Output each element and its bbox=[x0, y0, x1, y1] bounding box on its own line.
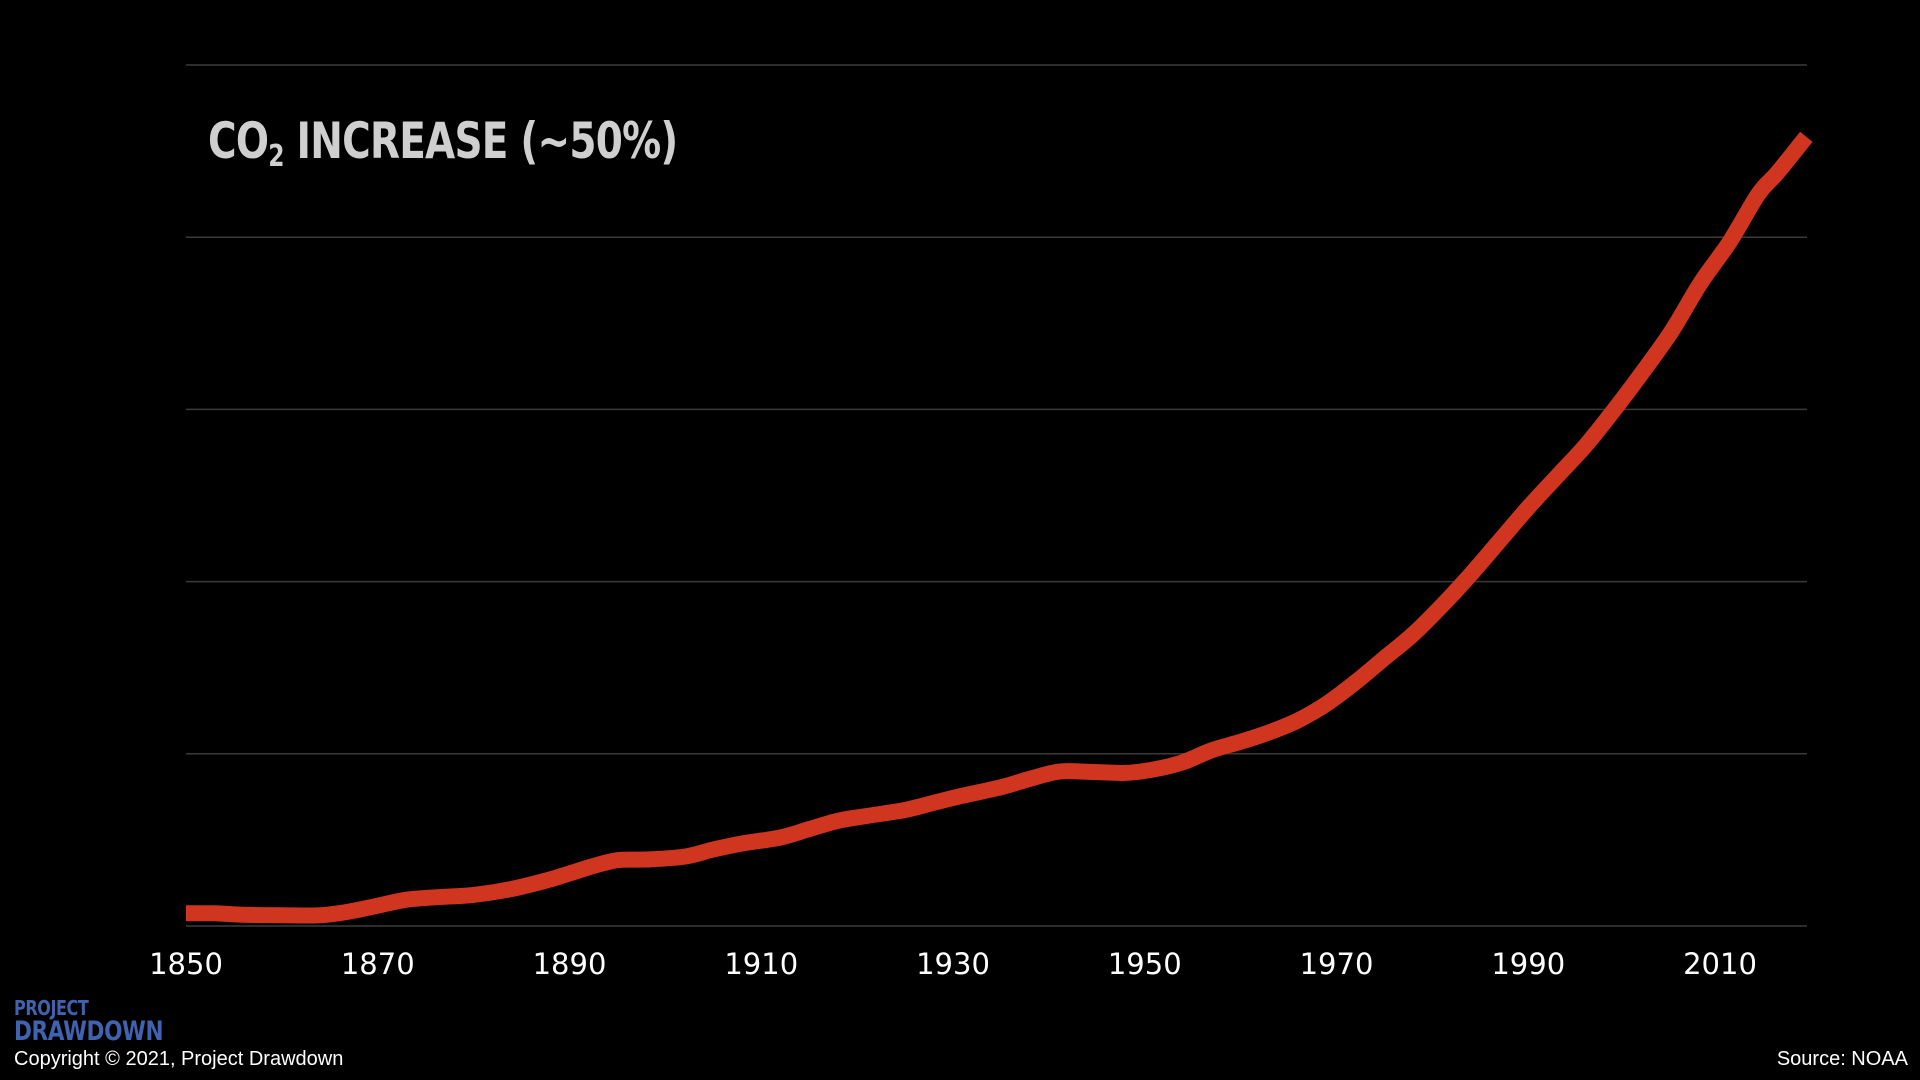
x-tick-label: 1970 bbox=[1300, 947, 1374, 981]
title-co: CO bbox=[208, 112, 269, 170]
x-axis-ticks: 1850 1870 1890 1910 1930 1950 1970 1990 2010 bbox=[149, 947, 1757, 981]
logo-bottom-text: DRAWDOWN bbox=[14, 1016, 164, 1047]
x-tick-label: 1850 bbox=[149, 947, 223, 981]
co2-series-line bbox=[185, 131, 1813, 924]
source-text: Source: NOAA bbox=[1776, 1048, 1908, 1070]
copyright-text: Copyright © 2021, Project Drawdown bbox=[14, 1048, 344, 1070]
x-tick-label: 1870 bbox=[341, 947, 415, 981]
x-tick-label: 1950 bbox=[1108, 947, 1182, 981]
project-drawdown-logo: PROJECT DRAWDOWN bbox=[14, 998, 200, 1045]
x-tick-label: 1930 bbox=[916, 947, 990, 981]
x-tick-label: 1990 bbox=[1491, 947, 1565, 981]
x-tick-label: 1910 bbox=[724, 947, 798, 981]
x-tick-label: 1890 bbox=[533, 947, 607, 981]
logo-top-text: PROJECT bbox=[14, 996, 89, 1020]
title-subscript: 2 bbox=[268, 139, 284, 174]
gridlines bbox=[186, 64, 1807, 927]
x-tick-label: 2010 bbox=[1683, 947, 1757, 981]
title-rest: INCREASE (~50%) bbox=[283, 112, 679, 170]
chart-title: CO2 INCREASE (~50%) bbox=[208, 112, 679, 174]
